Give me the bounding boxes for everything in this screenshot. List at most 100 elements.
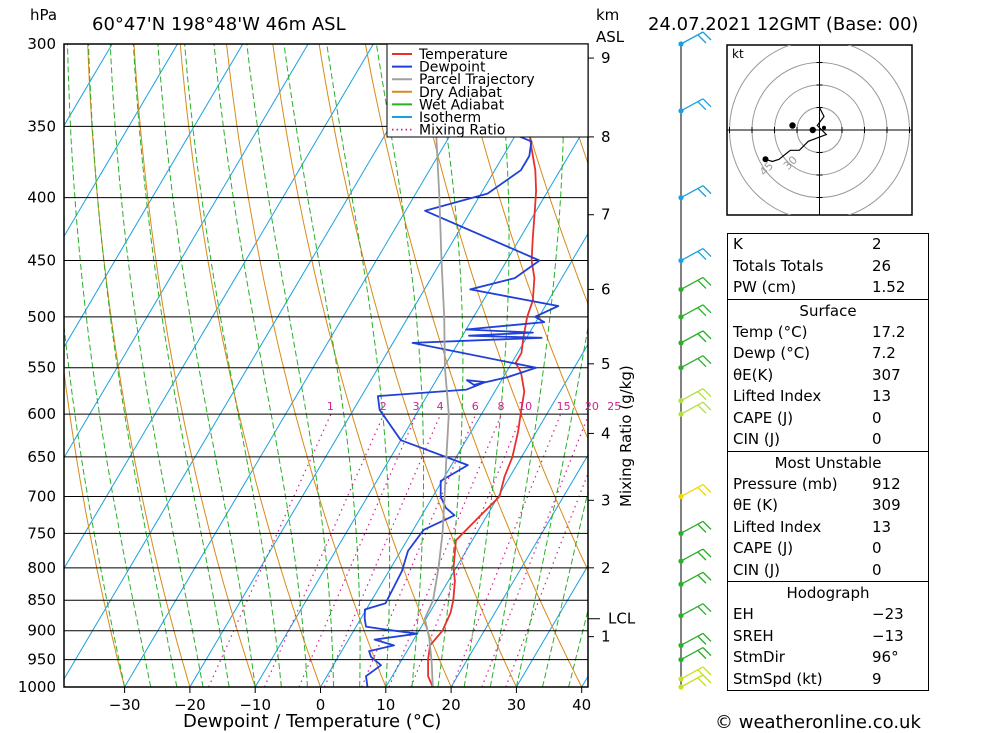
- pressure-tick-label: 950: [27, 651, 56, 669]
- mixing-ratio-line: [323, 413, 442, 687]
- index-key: θE(K): [733, 365, 774, 384]
- wind-barb-flag: [702, 276, 712, 286]
- wind-barb-staff: [680, 98, 704, 112]
- wind-barb-flag: [702, 388, 712, 398]
- dry-adiabat: [133, 44, 256, 687]
- wind-barb-staff: [680, 247, 704, 262]
- wind-barb-staff: [680, 647, 704, 661]
- wind-barb-flag: [702, 330, 712, 340]
- isotherm-line: [64, 44, 179, 238]
- index-value: 912: [872, 474, 901, 493]
- legend-box: [386, 43, 589, 138]
- wind-barb-staff: [680, 388, 704, 402]
- x-tick-label: 30: [507, 696, 526, 714]
- legend-entry-label: Mixing Ratio: [419, 123, 505, 139]
- pressure-tick-label: 400: [27, 189, 56, 207]
- wind-barb-flag: [697, 188, 707, 198]
- km-tick-label: 2: [601, 559, 611, 577]
- index-key: PW (cm): [733, 278, 797, 296]
- mixing-ratio-label: 25: [607, 400, 621, 413]
- wind-barb-flag: [697, 551, 707, 561]
- wind-barb: [680, 520, 712, 534]
- dry-adiabat: [179, 44, 321, 687]
- mixing-ratio-line: [208, 413, 332, 687]
- index-row: PW (cm) 1.52: [728, 277, 928, 299]
- pressure-tick-label: 300: [27, 35, 56, 53]
- index-value: 0: [872, 408, 882, 427]
- isotherm-line: [450, 453, 588, 687]
- wet-adiabat: [326, 44, 391, 687]
- wind-barb-staff: [680, 401, 704, 415]
- x-axis-label: Dewpoint / Temperature (°C): [183, 711, 441, 732]
- index-key: StmDir: [733, 648, 785, 666]
- mixing-ratio-line: [410, 413, 523, 687]
- wind-barb-flag: [697, 101, 707, 111]
- storm-motion-dot: [809, 126, 816, 134]
- index-row: θE(K) 307: [728, 365, 928, 387]
- index-section-most-unstable: Pressure (mb) 912 θE (K) 309 Lifted Index 13 C…: [728, 474, 928, 582]
- wind-barb-flag: [697, 650, 707, 660]
- wind-barb: [680, 548, 712, 562]
- index-key: CAPE (J): [733, 539, 794, 557]
- wind-barb-flag: [697, 606, 707, 616]
- isotherm-line: [64, 44, 309, 459]
- wind-barb-staff: [680, 276, 704, 290]
- legend-entry-label: Isotherm: [419, 110, 481, 126]
- wind-barb-flag: [702, 647, 712, 657]
- wind-barb-staff: [680, 632, 704, 646]
- x-tick-label: −30: [109, 696, 141, 714]
- wet-adiabat: [184, 44, 282, 687]
- mixing-ratio-label: 10: [518, 400, 532, 413]
- index-row: Dewp (°C) 7.2: [728, 343, 928, 365]
- wind-barb-flag: [702, 484, 712, 493]
- index-section-hodograph: EH −23 SREH −13 StmDir 96° StmSpd (kt) 9: [728, 604, 928, 690]
- wind-barb: [680, 483, 712, 498]
- wind-barb-flag: [702, 666, 712, 676]
- wind-barb-flag: [702, 520, 712, 530]
- index-key: EH: [733, 605, 754, 623]
- wind-barb-flag: [697, 574, 707, 584]
- wind-barb-staff: [680, 330, 704, 344]
- wet-adiabat: [157, 44, 256, 687]
- index-row: CAPE (J) 0: [728, 408, 928, 430]
- wind-barb-staff: [680, 355, 704, 369]
- wind-barb: [680, 571, 712, 585]
- km-tick-label: 3: [601, 491, 611, 509]
- index-value: 309: [872, 496, 901, 514]
- wind-barb-staff: [680, 520, 704, 534]
- wind-barb-flag: [697, 523, 707, 533]
- pressure-tick-label: 600: [27, 405, 56, 423]
- pressure-tick-label: 1000: [18, 678, 56, 696]
- wind-barb-flag: [697, 34, 707, 44]
- storm-motion-dot: [789, 122, 796, 129]
- index-key: SREH: [733, 626, 774, 645]
- index-row: Lifted Index 13: [728, 386, 928, 408]
- wet-adiabat: [213, 44, 308, 687]
- mixing-ratio-label: 8: [498, 400, 505, 413]
- isotherm-line: [64, 44, 113, 127]
- pressure-tick-label: 650: [27, 448, 56, 466]
- wind-level-dot: [678, 657, 684, 663]
- isotherm-line: [64, 44, 244, 348]
- index-row: θE (K) 309: [728, 495, 928, 517]
- wind-barb-flag: [702, 401, 712, 411]
- wind-barb-flag: [702, 31, 712, 41]
- wind-barb-staff: [680, 571, 704, 585]
- wind-barb: [680, 647, 712, 661]
- pressure-tick-label: 450: [27, 252, 56, 270]
- index-row: Temp (°C) 17.2: [728, 322, 928, 344]
- index-value: 13: [872, 517, 892, 536]
- wind-barb-flag: [697, 279, 707, 289]
- pressure-tick-label: 850: [27, 591, 56, 609]
- wind-barb-staff: [680, 31, 704, 45]
- wind-barb-flag: [702, 603, 712, 613]
- wet-adiabat: [283, 44, 361, 687]
- wind-barb-flag: [697, 677, 707, 687]
- parcel-trajectory-line: [423, 61, 450, 687]
- isotherm-line: [515, 564, 588, 687]
- isotherm-line: [385, 343, 588, 687]
- index-key: CAPE (J): [733, 408, 794, 427]
